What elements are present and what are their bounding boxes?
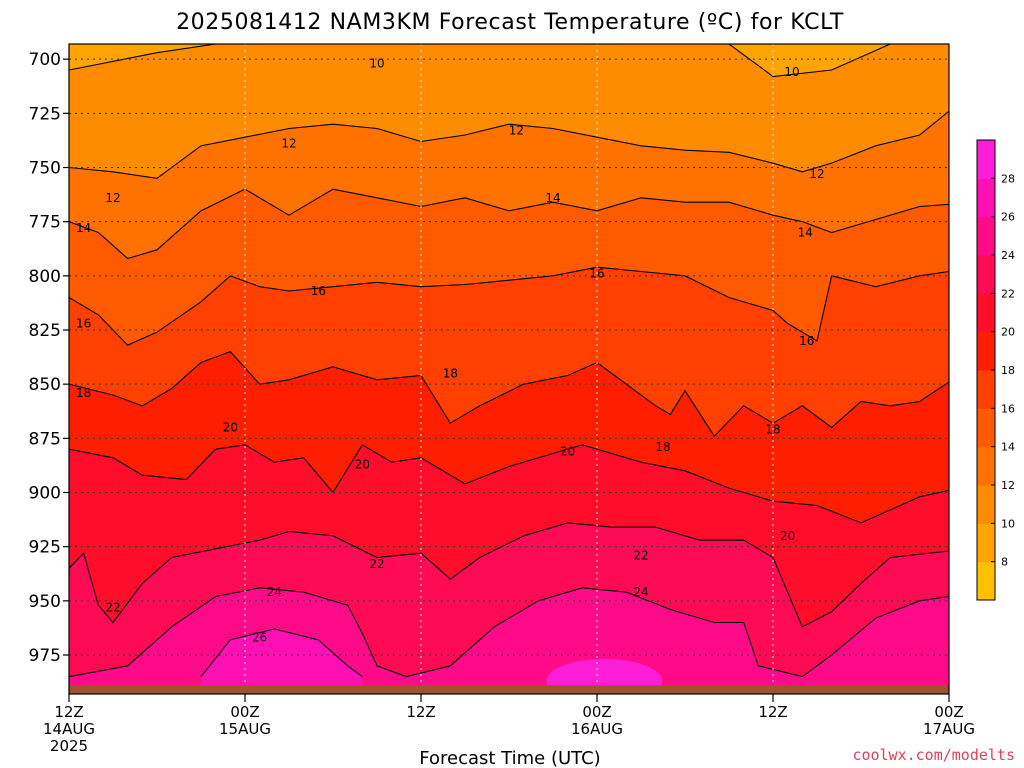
colorbar-label: 20 — [1001, 326, 1015, 339]
colorbar-swatch — [977, 140, 995, 179]
x-tick-label: 14AUG — [43, 720, 95, 738]
colorbar-label: 8 — [1001, 556, 1008, 569]
contour-line-10 — [69, 44, 949, 78]
contour-label: 14 — [545, 191, 560, 205]
x-tick-label: 16AUG — [571, 720, 623, 738]
contour-label: 10 — [784, 65, 799, 79]
colorbar-swatch — [977, 293, 995, 333]
contour-line-14 — [69, 188, 949, 260]
colorbar-swatch — [977, 255, 995, 294]
contour-line-22 — [69, 522, 949, 628]
contour-label: 22 — [633, 548, 648, 562]
contour-label: 22 — [105, 600, 120, 614]
plot-area: 10 10 12 12 12 12 14 14 14 16 16 16 16 18 18 18 18 20 20 20… — [69, 44, 949, 694]
contour-label: 24 — [633, 585, 648, 599]
contour-label: 16 — [76, 317, 91, 331]
colorbar-label: 12 — [1001, 479, 1015, 492]
contour-label: 14 — [76, 221, 91, 235]
colorbar-swatch — [977, 370, 995, 409]
x-axis-label: Forecast Time (UTC) — [419, 748, 600, 768]
colorbar-label: 18 — [1001, 364, 1015, 377]
colorbar-swatch — [977, 561, 995, 601]
y-tick-label: 825 — [29, 321, 61, 341]
y-tick-label: 850 — [29, 375, 61, 395]
y-tick-label: 750 — [29, 159, 61, 179]
contour-label: 26 — [252, 631, 267, 645]
colorbar-label: 10 — [1001, 517, 1015, 530]
x-tick-label: 00Z — [582, 703, 611, 721]
colorbar-swatch — [977, 178, 995, 218]
colorbar-label: 22 — [1001, 287, 1015, 300]
y-tick-label: 725 — [29, 104, 61, 124]
x-tick-label: 12Z — [54, 703, 83, 721]
contour-label: 12 — [509, 124, 524, 138]
contour-label: 20 — [780, 529, 795, 543]
colorbar-label: 26 — [1001, 211, 1015, 224]
contour-label: 10 — [369, 57, 384, 71]
contour-label: 22 — [369, 557, 384, 571]
contour-label: 16 — [311, 284, 326, 298]
contour-label: 18 — [655, 440, 670, 454]
y-tick-label: 900 — [29, 484, 61, 504]
plot-frame — [68, 43, 950, 695]
contour-label: 18 — [443, 366, 458, 380]
contour-lines — [69, 44, 949, 678]
colorbar-swatch — [977, 216, 995, 256]
y-tick-label: 925 — [29, 538, 61, 558]
contour-line-24 — [69, 587, 949, 678]
x-tick-label: 12Z — [406, 703, 435, 721]
contour-line-20 — [69, 444, 949, 524]
x-tick-label: 12Z — [758, 703, 787, 721]
contour-line-26 — [200, 628, 363, 678]
contour-label: 12 — [105, 191, 120, 205]
contour-fill-28 — [546, 659, 663, 694]
contour-label: 20 — [223, 421, 238, 435]
y-tick-label: 975 — [29, 646, 61, 666]
y-tick-label: 800 — [29, 267, 61, 287]
colorbar-swatch — [977, 523, 995, 563]
y-tick-label: 700 — [29, 50, 61, 70]
ground-surface — [69, 685, 949, 694]
credit-link[interactable]: coolwx.com/modelts — [852, 746, 1015, 764]
x-tick-label: 00Z — [934, 703, 963, 721]
colorbar-swatch — [977, 408, 995, 448]
contour-label: 20 — [355, 457, 370, 471]
chart-title: 2025081412 NAM3KM Forecast Temperature (… — [176, 10, 844, 35]
contour-fill-26 — [201, 629, 363, 694]
contour-line-16 — [69, 266, 949, 346]
contour-label: 12 — [281, 137, 296, 151]
x-tick-label: 00Z — [230, 703, 259, 721]
contour-label: 18 — [765, 423, 780, 437]
y-tick-label: 950 — [29, 592, 61, 612]
contour-label: 16 — [799, 334, 814, 348]
colorbar-swatch — [977, 331, 995, 371]
colorbar-legend: 8 10 12 14 16 18 20 22 24 26 28 — [976, 139, 1015, 601]
y-tick-label: 875 — [29, 429, 61, 449]
contour-line-12 — [69, 110, 949, 179]
x-tick-label: 17AUG — [923, 720, 975, 738]
colorbar-swatch — [977, 446, 995, 486]
colorbar-label: 24 — [1001, 249, 1015, 262]
contour-labels: 10 10 12 12 12 12 14 14 14 16 16 16 16 18 18 18 18 20 20 20… — [76, 57, 825, 645]
contour-label: 24 — [267, 585, 282, 599]
contour-label: 14 — [798, 226, 813, 240]
contour-label: 20 — [560, 444, 575, 458]
contour-fills — [69, 44, 949, 694]
contour-line-18 — [69, 351, 949, 438]
y-axis: 700 725 750 775 800 825 850 875 900 925 950 975 — [29, 50, 69, 666]
colorbar-label: 28 — [1001, 172, 1015, 185]
colorbar-swatch — [977, 485, 995, 524]
colorbar-label: 16 — [1001, 402, 1015, 415]
contour-label: 18 — [76, 386, 91, 400]
contour-label: 12 — [809, 167, 824, 181]
colorbar-label: 14 — [1001, 441, 1015, 454]
x-tick-label: 2025 — [50, 737, 88, 755]
x-tick-label: 15AUG — [219, 720, 271, 738]
y-tick-label: 775 — [29, 213, 61, 233]
contour-label: 16 — [589, 267, 604, 281]
grid-lines — [69, 44, 949, 694]
